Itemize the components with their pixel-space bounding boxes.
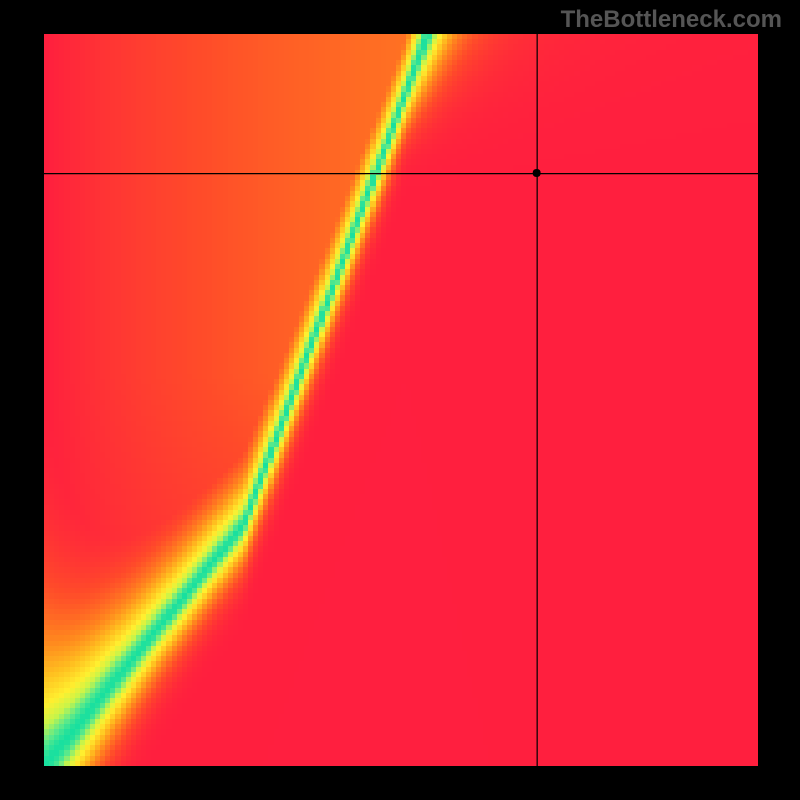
bottleneck-heatmap [44, 34, 758, 766]
chart-container: TheBottleneck.com [0, 0, 800, 800]
watermark-text: TheBottleneck.com [561, 6, 782, 34]
